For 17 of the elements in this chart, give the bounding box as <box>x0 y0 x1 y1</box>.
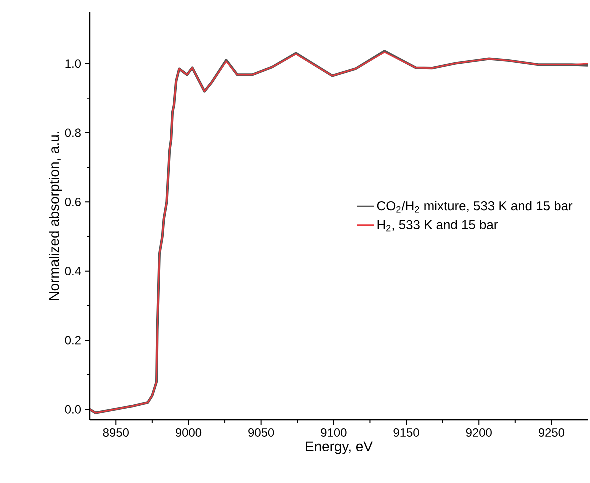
legend-label: CO$_{2}$/H$_{2}$ mixture, 533 K and 15 bar <box>377 201 573 213</box>
x-axis-title: Energy, eV <box>306 442 373 454</box>
legend-label: H$_{2}$, 533 K and 15 bar <box>378 220 498 232</box>
y-tick-label: 0.6 <box>65 198 81 206</box>
x-tick-label: 9200 <box>466 428 492 437</box>
y-tick-label: 0.4 <box>65 267 82 276</box>
x-tick-label: 8950 <box>103 428 129 437</box>
x-tick-label: 9050 <box>248 428 274 437</box>
x-tick-label: 9000 <box>176 428 202 437</box>
y-tick-label: 0.8 <box>65 128 81 138</box>
x-tick-label: 9250 <box>538 428 565 437</box>
x-tick-label: 9100 <box>321 428 347 437</box>
y-tick-label: 0.2 <box>65 336 81 345</box>
y-axis-title: Normalized absorption, a.u. <box>49 132 62 300</box>
y-tick-label: 1.0 <box>66 60 82 68</box>
y-tick-label: 0.0 <box>65 405 82 414</box>
x-tick-label: 9150 <box>394 428 420 437</box>
